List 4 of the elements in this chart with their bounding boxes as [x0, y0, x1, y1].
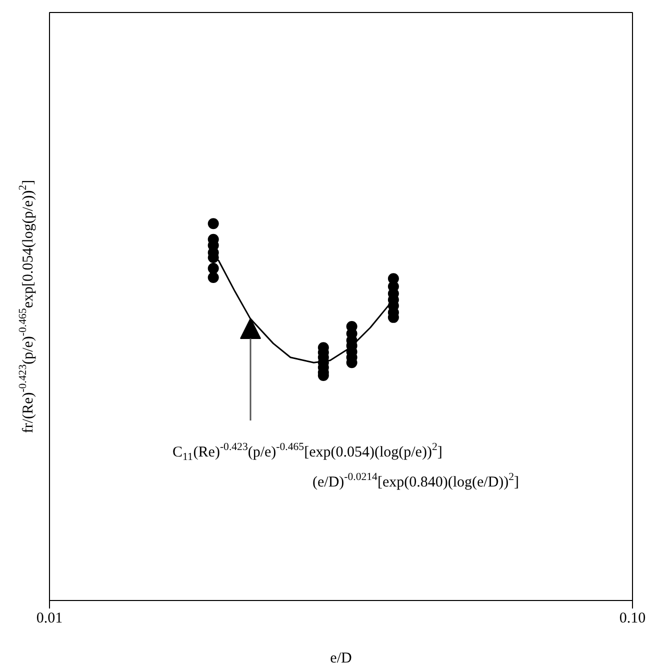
- x-axis-title: e/D: [330, 650, 352, 666]
- x-tick-label: 0.10: [619, 610, 646, 626]
- x-tick-label: 0.01: [36, 610, 63, 626]
- y-axis-title: fr/(Re)-0.423(p/e)-0.465exp[0.054(log(p/e))2]: [17, 180, 36, 434]
